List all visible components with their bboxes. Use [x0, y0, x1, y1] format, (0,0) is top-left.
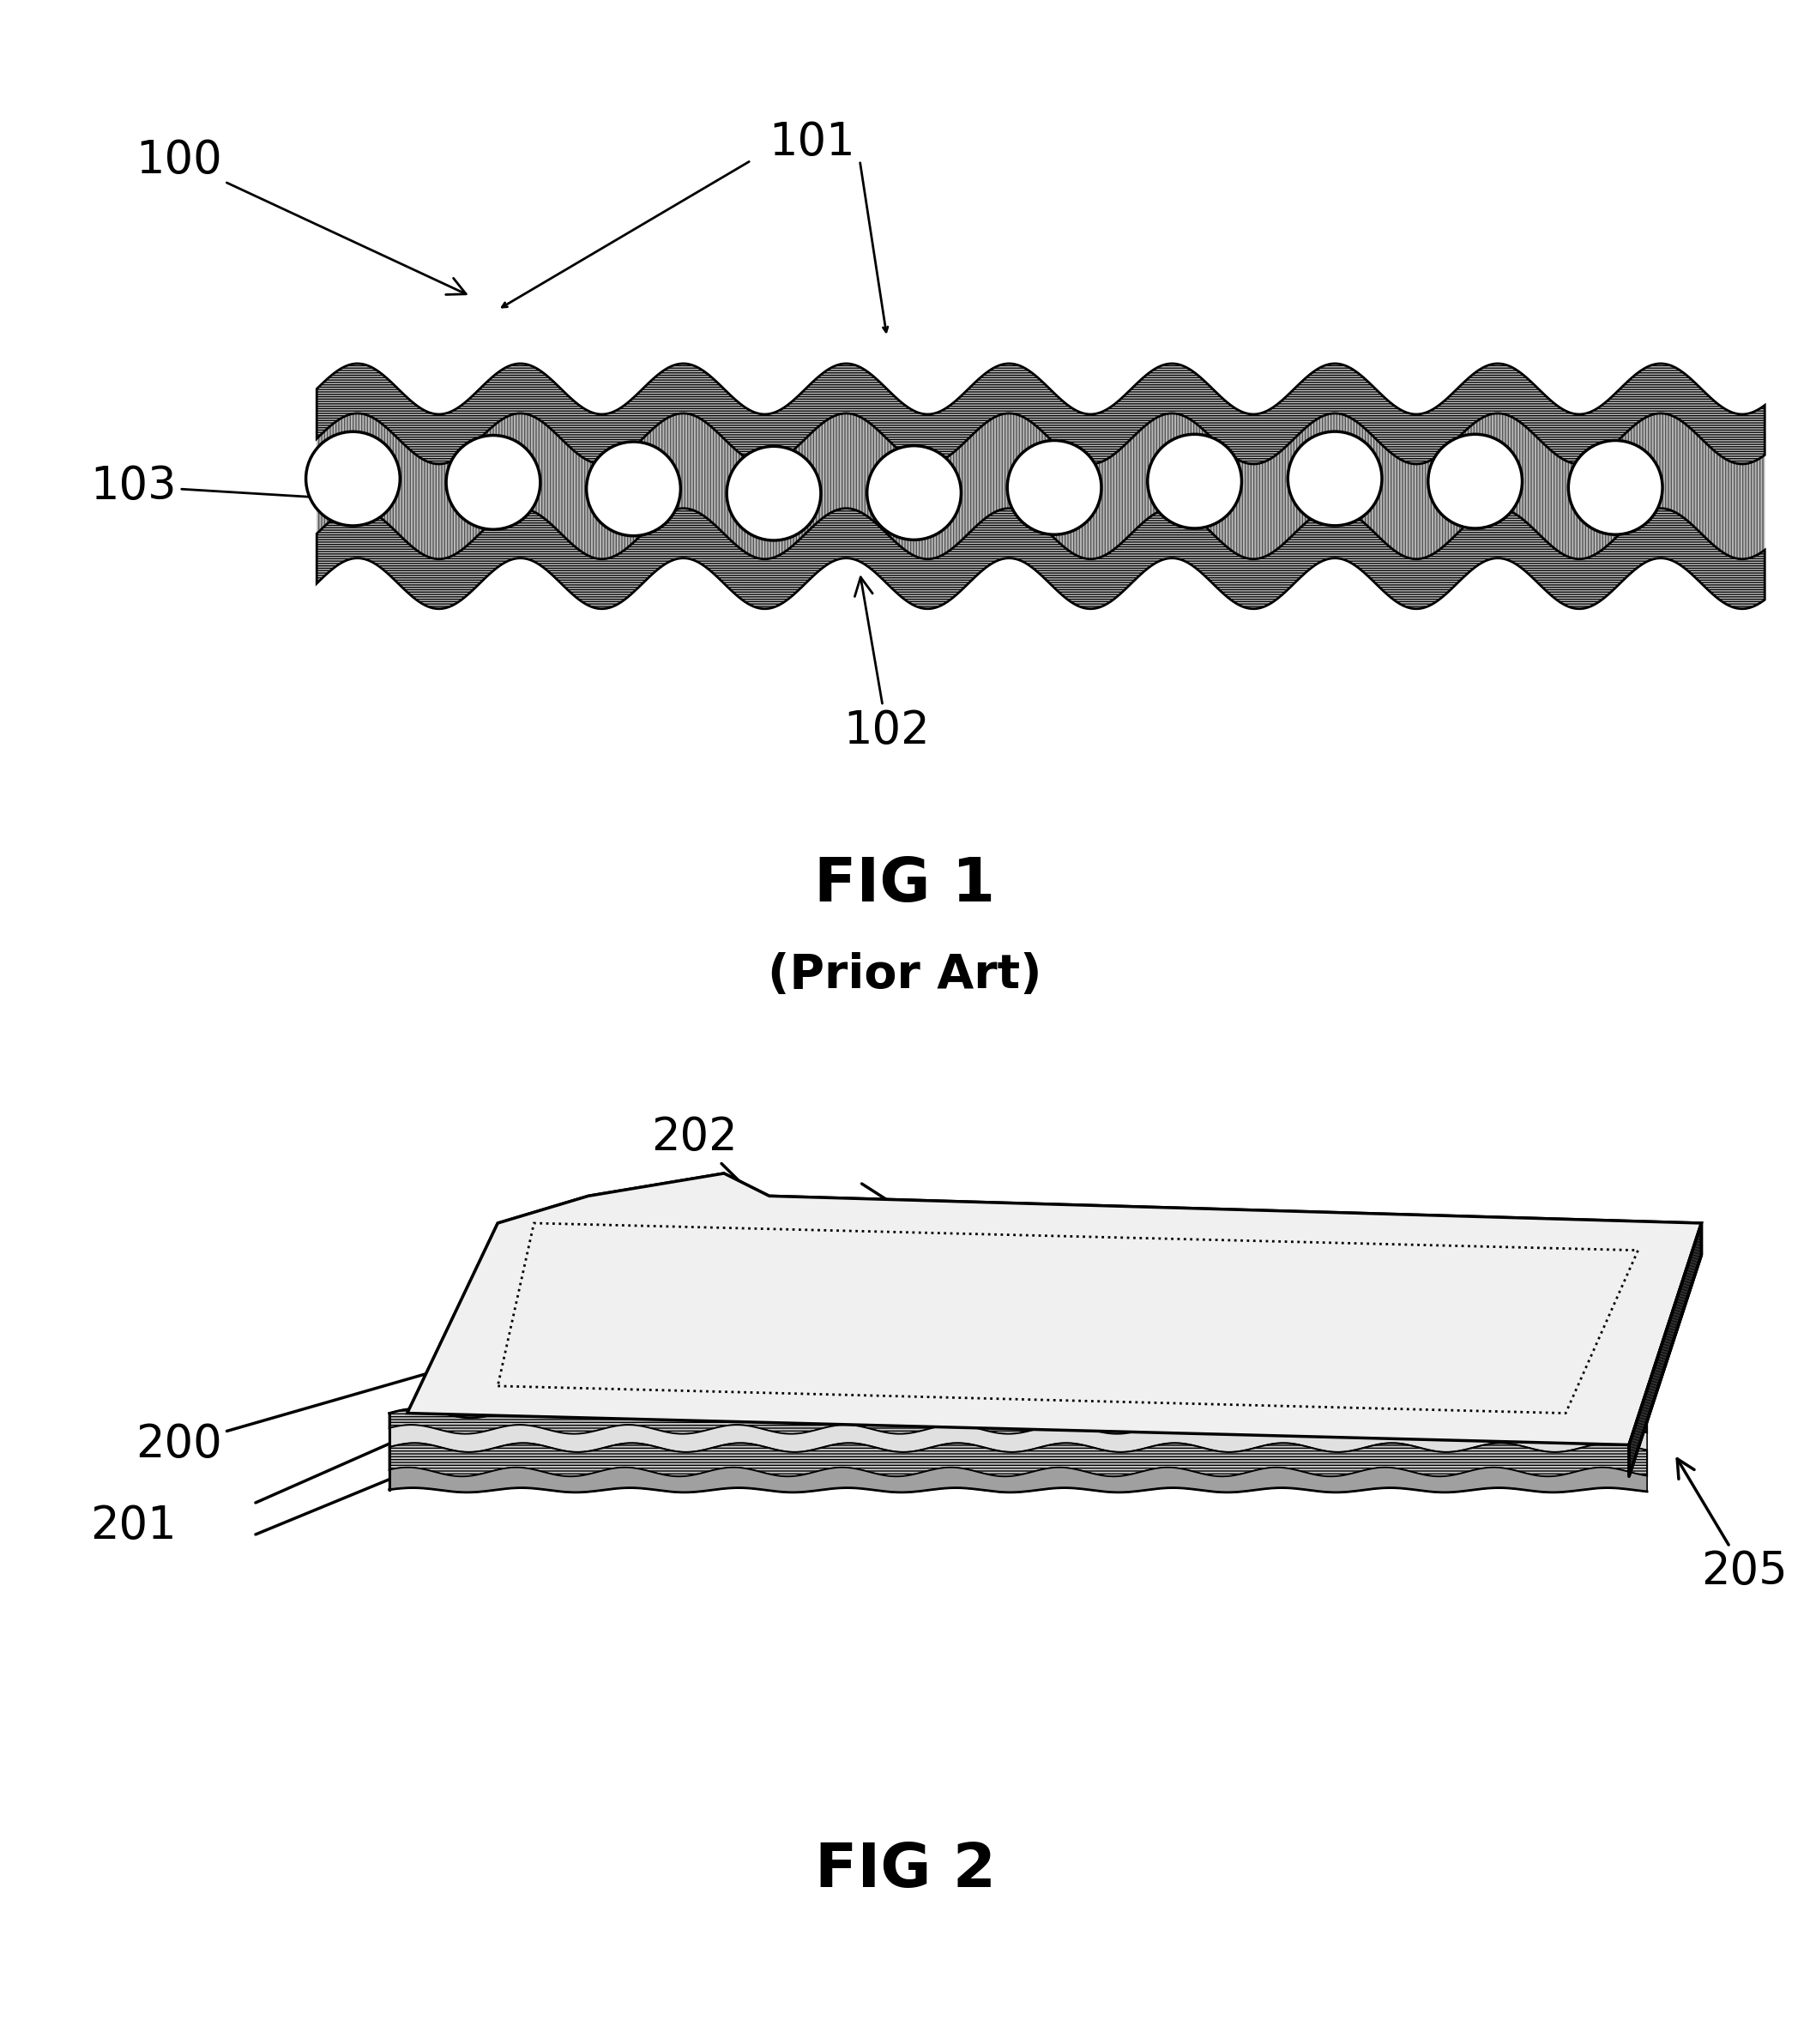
- Circle shape: [1428, 433, 1522, 527]
- Polygon shape: [407, 1173, 1701, 1445]
- Text: 102: 102: [843, 576, 930, 752]
- Polygon shape: [317, 413, 1765, 560]
- Text: 100: 100: [136, 139, 465, 294]
- Circle shape: [1569, 439, 1663, 536]
- Text: FIG 1: FIG 1: [814, 854, 996, 914]
- Text: 103: 103: [90, 464, 353, 509]
- Polygon shape: [317, 364, 1765, 464]
- Circle shape: [867, 446, 961, 540]
- Text: 101: 101: [769, 121, 856, 166]
- Polygon shape: [389, 1443, 1647, 1476]
- Polygon shape: [317, 509, 1765, 609]
- Circle shape: [1148, 433, 1242, 527]
- Circle shape: [726, 446, 822, 540]
- Polygon shape: [389, 1425, 1647, 1451]
- Text: (Prior Art): (Prior Art): [767, 953, 1043, 997]
- Polygon shape: [1629, 1222, 1701, 1476]
- Circle shape: [1008, 439, 1100, 536]
- Polygon shape: [389, 1468, 1647, 1492]
- Circle shape: [447, 435, 541, 529]
- Circle shape: [586, 442, 681, 536]
- Text: 200: 200: [136, 1325, 583, 1468]
- Text: 201: 201: [90, 1504, 177, 1549]
- Polygon shape: [389, 1408, 1647, 1435]
- Circle shape: [306, 431, 400, 525]
- Polygon shape: [1629, 1222, 1701, 1476]
- Text: FIG 2: FIG 2: [814, 1840, 996, 1899]
- Text: 202: 202: [652, 1114, 856, 1296]
- Text: 205: 205: [1678, 1459, 1788, 1594]
- Polygon shape: [407, 1173, 1701, 1445]
- Circle shape: [1289, 431, 1383, 525]
